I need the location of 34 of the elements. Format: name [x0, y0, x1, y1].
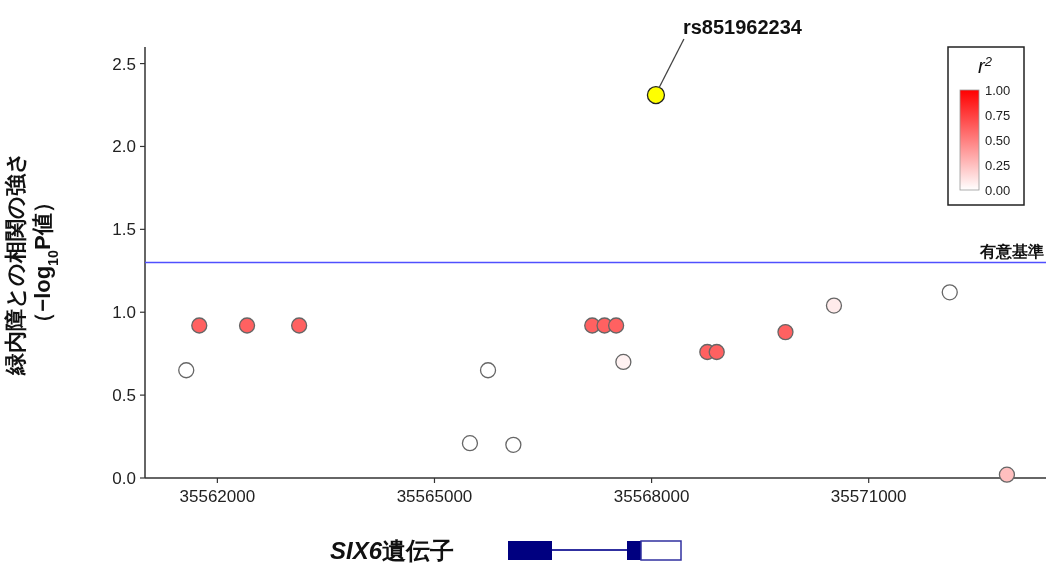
text: SIX6遺伝子: [330, 537, 455, 563]
point: [238, 317, 256, 334]
annotation: 0.50: [985, 133, 1011, 148]
y-tick-label: 2.5: [112, 54, 136, 74]
annotation: 0.00: [985, 183, 1011, 198]
y-tick-label: 1.0: [112, 303, 136, 323]
point: [615, 353, 632, 371]
color-bar-title: r$^{2}$: [978, 53, 993, 77]
annotation: 0.75: [985, 108, 1011, 123]
point: [607, 317, 625, 334]
annotation: 0.25: [985, 158, 1011, 173]
point: [998, 466, 1016, 483]
x-tick-label: 35568000: [613, 487, 690, 506]
x-tick-label: 35565000: [396, 487, 473, 506]
point: [479, 362, 497, 379]
x-tick-label: 35562000: [179, 487, 256, 506]
point: [291, 317, 308, 334]
point: [461, 435, 479, 452]
point: [505, 436, 522, 453]
y-tick-label: 1.5: [112, 220, 136, 240]
ref-line-label: 有意基準: [979, 242, 1044, 260]
point: [708, 343, 725, 361]
point: [777, 323, 794, 341]
y-tick-label: 0.5: [112, 386, 136, 406]
annotation: 1.00: [985, 83, 1011, 98]
point: [646, 85, 666, 105]
x-tick-label: 35571000: [830, 487, 907, 506]
point: [191, 317, 208, 334]
point: [825, 297, 843, 314]
y-tick-label: 2.0: [112, 137, 136, 157]
point: [178, 362, 195, 379]
y-tick-label: 0.0: [112, 469, 136, 488]
point: [941, 284, 958, 301]
annotation: rs851962234: [682, 16, 803, 39]
